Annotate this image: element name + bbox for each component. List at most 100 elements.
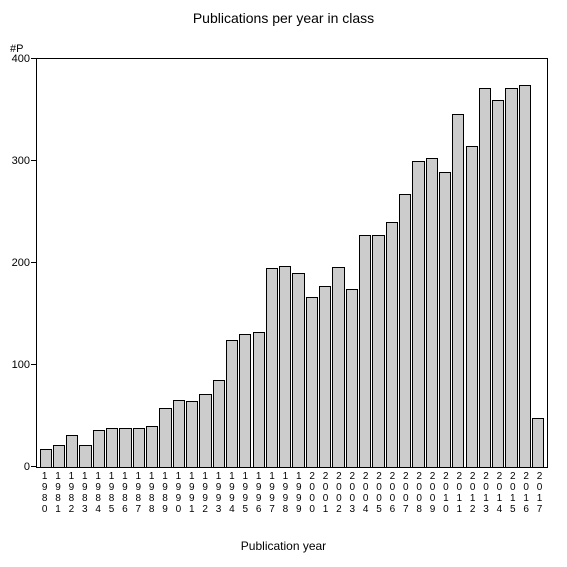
bar-slot [199,59,212,467]
x-tick-label: 2017 [533,468,546,528]
y-tick-label: 400 [0,53,30,65]
x-tick-label: 1983 [78,468,91,528]
bar [40,449,52,467]
bar-slot [465,59,478,467]
bar [346,289,358,468]
x-tick-label: 1998 [279,468,292,528]
bar [426,158,438,467]
bar [253,332,265,467]
bar [173,400,185,467]
bar [66,435,78,467]
x-tick-label: 1981 [51,468,64,528]
bar-slot [279,59,292,467]
bar [79,445,91,467]
x-tick-label: 1980 [38,468,51,528]
bar [359,235,371,467]
bar-slot [385,59,398,467]
x-tick-label: 2006 [386,468,399,528]
chart-title: Publications per year in class [0,10,567,26]
bar-slot [319,59,332,467]
chart-container: Publications per year in class #P 010020… [0,0,567,567]
x-tick-label: 2012 [466,468,479,528]
x-tick-label: 1993 [212,468,225,528]
y-axis-ticks: 0100200300400 [0,58,36,468]
bar [119,428,131,467]
x-tick-label: 2013 [479,468,492,528]
x-tick-label: 1986 [118,468,131,528]
bar [292,273,304,467]
bar-slot [518,59,531,467]
bar [332,267,344,467]
bar-slot [412,59,425,467]
bar-slot [345,59,358,467]
bar-slot [79,59,92,467]
bar [53,445,65,467]
bar [146,426,158,467]
x-tick-label: 1996 [252,468,265,528]
bar-slot [425,59,438,467]
bar [266,268,278,467]
bar-slot [159,59,172,467]
bar [399,194,411,467]
bar [466,146,478,467]
bar-slot [66,59,79,467]
bar-slot [305,59,318,467]
bar-slot [292,59,305,467]
bar [372,235,384,467]
bar-slot [438,59,451,467]
x-tick-label: 1989 [158,468,171,528]
bar [532,418,544,467]
x-tick-label: 2010 [439,468,452,528]
bar [226,340,238,468]
plot-area [36,58,548,468]
bar-slot [332,59,345,467]
x-tick-label: 2008 [413,468,426,528]
bar-slot [505,59,518,467]
x-tick-label: 1987 [132,468,145,528]
bar [279,266,291,467]
bar [479,88,491,467]
bar [93,430,105,467]
x-tick-label: 2004 [359,468,372,528]
bar-slot [52,59,65,467]
bar-slot [478,59,491,467]
bar [452,114,464,467]
bar-slot [359,59,372,467]
x-tick-label: 2003 [346,468,359,528]
bar-slot [265,59,278,467]
x-tick-label: 1991 [185,468,198,528]
bar [213,380,225,467]
x-tick-label: 2015 [506,468,519,528]
bar-slot [372,59,385,467]
y-tick-label: 0 [0,461,30,473]
bar [199,394,211,467]
bar-slot [252,59,265,467]
bar [133,428,145,467]
bar-slot [185,59,198,467]
bar [306,297,318,467]
x-tick-label: 1999 [292,468,305,528]
bar-slot [92,59,105,467]
bar-slot [172,59,185,467]
x-tick-label: 1992 [199,468,212,528]
bar [505,88,517,467]
bar-slot [212,59,225,467]
x-axis-ticks: 1980198119821983198419851986198719881989… [36,468,548,528]
bar-slot [398,59,411,467]
x-tick-label: 1995 [239,468,252,528]
x-tick-label: 1988 [145,468,158,528]
bar [519,85,531,468]
x-tick-label: 1994 [225,468,238,528]
x-tick-label: 1984 [92,468,105,528]
x-tick-label: 1990 [172,468,185,528]
x-tick-label: 2002 [332,468,345,528]
x-tick-label: 1982 [65,468,78,528]
y-tick-label: 300 [0,155,30,167]
x-tick-label: 2001 [319,468,332,528]
y-tick-label: 200 [0,257,30,269]
x-axis-label: Publication year [0,539,567,553]
bar-slot [146,59,159,467]
x-tick-label: 1997 [265,468,278,528]
x-tick-label: 2000 [306,468,319,528]
x-tick-label: 1985 [105,468,118,528]
